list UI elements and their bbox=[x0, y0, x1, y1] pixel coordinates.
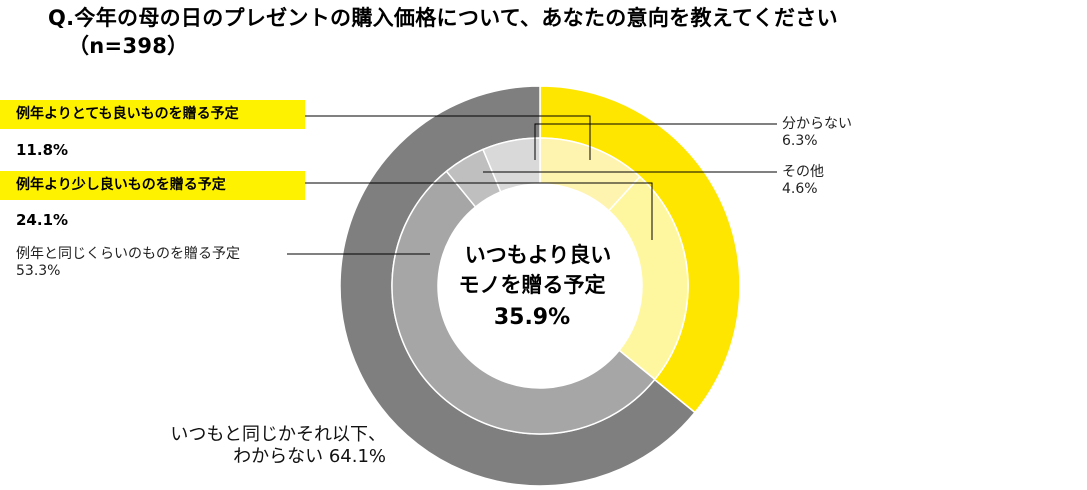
label-same: 例年と同じくらいのものを贈る予定 53.3% bbox=[16, 246, 240, 280]
leader-much-better bbox=[305, 115, 591, 160]
label-slightly-better-text: 例年より少し良いものを贈る予定 bbox=[16, 177, 226, 193]
label-unknown: 分からない 6.3% bbox=[782, 116, 852, 150]
inner-slice-same bbox=[391, 170, 656, 435]
leader-lines bbox=[287, 115, 777, 255]
outer-note: いつもと同じかそれ以下、 わからない 64.1% bbox=[140, 424, 386, 468]
label-much-better: 例年よりとても良いものを贈る予定 bbox=[0, 100, 305, 129]
label-same-text: 例年と同じくらいのものを贈る予定 bbox=[16, 246, 240, 262]
chart-title: Q.今年の母の日のプレゼントの購入価格について、あなたの意向を教えてください （… bbox=[48, 4, 838, 60]
center-line2: モノを贈る予定 bbox=[459, 273, 606, 297]
outer-note-line1: いつもと同じかそれ以下、 bbox=[170, 424, 386, 445]
value-unknown: 6.3% bbox=[782, 133, 818, 149]
value-slightly-better: 24.1% bbox=[16, 211, 69, 229]
inner-slice-unknown bbox=[482, 137, 541, 193]
title-sample-size: （n=398） bbox=[68, 34, 189, 58]
label-other-text: その他 bbox=[782, 164, 824, 180]
label-other: その他 4.6% bbox=[782, 164, 824, 198]
center-value: 35.9% bbox=[494, 305, 570, 330]
title-question: Q.今年の母の日のプレゼントの購入価格について、あなたの意向を教えてください bbox=[48, 6, 838, 30]
label-much-better-text: 例年よりとても良いものを贈る予定 bbox=[16, 106, 239, 122]
label-slightly-better: 例年より少し良いものを贈る予定 bbox=[0, 171, 305, 200]
value-same: 53.3% bbox=[16, 263, 61, 279]
label-unknown-text: 分からない bbox=[782, 116, 852, 132]
outer-note-line2: わからない 64.1% bbox=[233, 446, 386, 467]
value-much-better: 11.8% bbox=[16, 141, 69, 159]
leader-slightly-better bbox=[305, 182, 653, 240]
leader-unknown bbox=[534, 123, 777, 160]
inner-ring bbox=[391, 137, 689, 435]
value-other: 4.6% bbox=[782, 181, 818, 197]
center-line1: いつもより良い bbox=[465, 243, 612, 267]
